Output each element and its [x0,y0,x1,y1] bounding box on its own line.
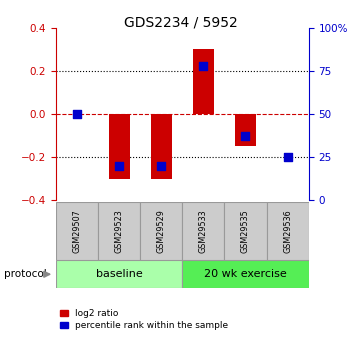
Text: GSM29535: GSM29535 [241,209,250,253]
Bar [193,49,214,114]
Bar [266,202,309,260]
Text: GSM29523: GSM29523 [115,209,123,253]
Bar [56,202,98,260]
Text: GSM29529: GSM29529 [157,209,166,253]
Bar [182,260,309,288]
Text: 20 wk exercise: 20 wk exercise [204,269,287,279]
Text: GSM29536: GSM29536 [283,209,292,253]
Bar [140,202,182,260]
Text: GSM29507: GSM29507 [73,209,82,253]
Point [200,63,206,68]
Point [74,111,80,117]
Bar [109,114,130,179]
Bar [98,202,140,260]
Text: GDS2234 / 5952: GDS2234 / 5952 [123,16,238,30]
Legend: log2 ratio, percentile rank within the sample: log2 ratio, percentile rank within the s… [61,309,228,330]
Point [285,154,291,160]
Bar [235,114,256,146]
Bar [225,202,266,260]
Bar [182,202,225,260]
Point [243,134,248,139]
Point [158,163,164,168]
Bar [151,114,172,179]
Text: baseline: baseline [96,269,143,279]
Text: protocol: protocol [4,269,46,279]
Bar [56,260,182,288]
Text: GSM29533: GSM29533 [199,209,208,253]
Point [116,163,122,168]
